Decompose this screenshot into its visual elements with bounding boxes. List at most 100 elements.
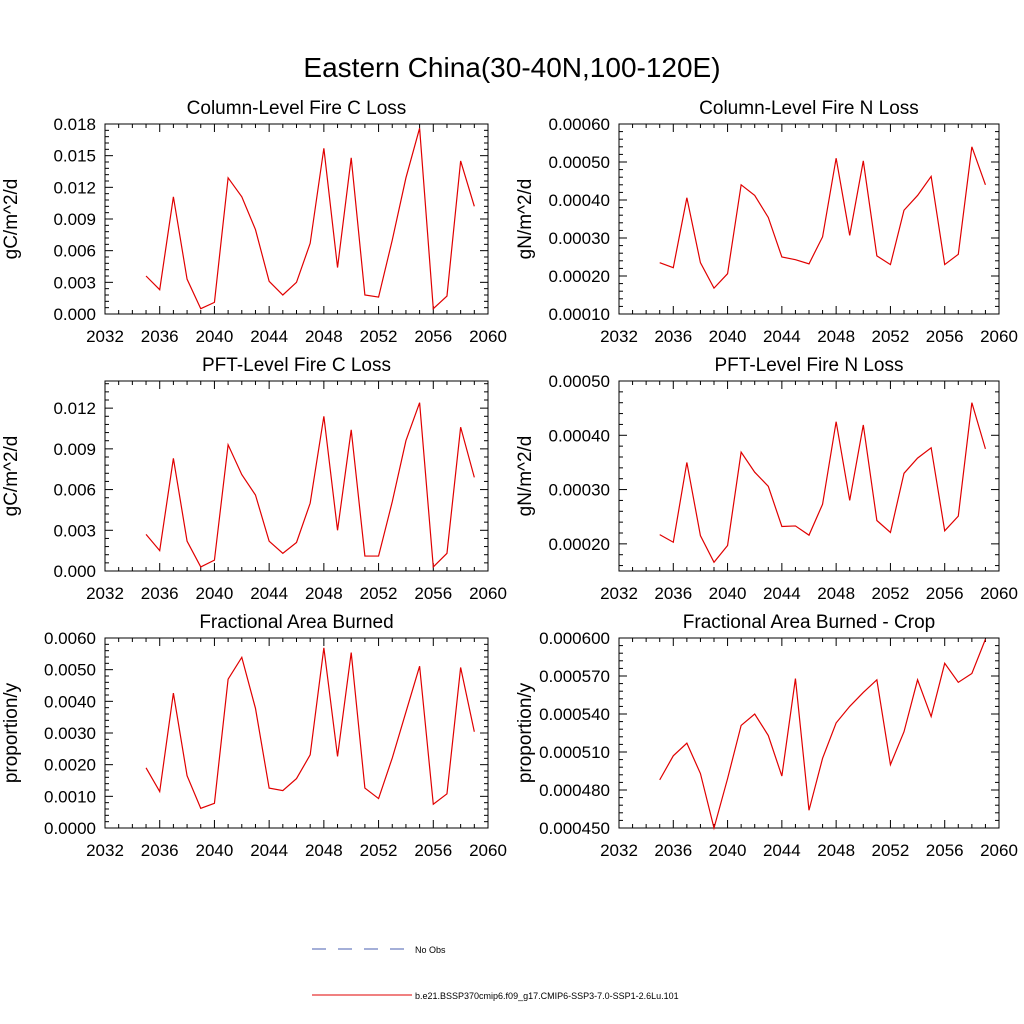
series-line — [659, 639, 986, 831]
y-axis-label: proportion/y — [1, 682, 22, 783]
y-tick-label: 0.009 — [53, 440, 96, 459]
y-tick-label: 0.00060 — [549, 115, 610, 134]
figure-title: Eastern China(30-40N,100-120E) — [303, 52, 720, 83]
y-tick-label: 0.018 — [53, 115, 96, 134]
x-tick-label: 2048 — [305, 584, 343, 603]
y-axis-label: proportion/y — [515, 682, 536, 783]
y-tick-label: 0.009 — [53, 210, 96, 229]
panel-3: PFT-Level Fire C Loss gC/m^2/d 2032 2036 204… — [1, 355, 507, 603]
x-tick-label: 2060 — [469, 584, 507, 603]
x-tick-label: 2060 — [469, 327, 507, 346]
y-tick-label: 0.006 — [53, 242, 96, 261]
x-tick-label: 2036 — [654, 841, 692, 860]
y-tick-label: 0.0010 — [44, 787, 96, 806]
plot-frame — [618, 637, 1000, 829]
legend-label: b.e21.BSSP370cmip6.f09_g17.CMIP6-SSP3-7.… — [415, 991, 679, 1001]
y-tick-label: 0.0000 — [44, 819, 96, 838]
x-tick-label: 2032 — [600, 584, 638, 603]
x-tick-label: 2044 — [763, 327, 801, 346]
x-tick-label: 2040 — [196, 584, 234, 603]
plot-frame — [618, 380, 1000, 572]
series-line — [659, 402, 987, 564]
y-tick-label: 0.0060 — [44, 629, 96, 648]
y-tick-label: 0.00020 — [549, 267, 610, 286]
series-line — [145, 402, 475, 569]
plot-frame — [104, 123, 489, 315]
x-tick-label: 2040 — [196, 841, 234, 860]
y-tick-label: 0.000510 — [539, 743, 610, 762]
panel-grid: Column-Level Fire C Loss gC/m^2/d 2032 2036… — [1, 98, 1018, 860]
x-tick-label: 2052 — [360, 584, 398, 603]
x-tick-label: 2056 — [926, 584, 964, 603]
x-tick-label: 2036 — [654, 327, 692, 346]
x-tick-label: 2052 — [872, 327, 910, 346]
y-tick-label: 0.000600 — [539, 629, 610, 648]
y-tick-label: 0.00050 — [549, 372, 610, 391]
y-tick-label: 0.00040 — [549, 191, 610, 210]
y-tick-label: 0.006 — [53, 481, 96, 500]
x-tick-label: 2056 — [414, 841, 452, 860]
x-tick-label: 2032 — [600, 327, 638, 346]
legend: No Obs b.e21.BSSP370cmip6.f09_g17.CMIP6-S… — [312, 945, 679, 1001]
x-tick-label: 2044 — [250, 841, 288, 860]
panel-2: Column-Level Fire N Loss gN/m^2/d 2032 2036… — [515, 98, 1018, 346]
panel-title: PFT-Level Fire N Loss — [715, 355, 904, 376]
y-tick-label: 0.015 — [53, 147, 96, 166]
x-tick-label: 2052 — [360, 327, 398, 346]
panel-title: PFT-Level Fire C Loss — [202, 355, 391, 376]
y-axis-label: gN/m^2/d — [515, 179, 536, 260]
y-tick-label: 0.000570 — [539, 667, 610, 686]
x-tick-label: 2060 — [980, 584, 1018, 603]
y-tick-label: 0.00020 — [549, 535, 610, 554]
x-tick-label: 2036 — [141, 584, 179, 603]
x-tick-label: 2060 — [469, 841, 507, 860]
x-tick-label: 2052 — [872, 841, 910, 860]
panel-title: Column-Level Fire C Loss — [187, 98, 407, 119]
y-tick-label: 0.0040 — [44, 692, 96, 711]
x-tick-label: 2036 — [141, 327, 179, 346]
x-tick-label: 2048 — [817, 327, 855, 346]
y-tick-label: 0.00050 — [549, 153, 610, 172]
y-tick-label: 0.000 — [53, 562, 96, 581]
x-tick-label: 2044 — [763, 584, 801, 603]
y-tick-label: 0.012 — [53, 178, 96, 197]
x-tick-label: 2048 — [817, 584, 855, 603]
x-tick-label: 2044 — [250, 584, 288, 603]
y-tick-label: 0.000 — [53, 305, 96, 324]
legend-label: No Obs — [415, 945, 446, 955]
x-tick-label: 2048 — [817, 841, 855, 860]
panel-title: Fractional Area Burned — [199, 612, 393, 633]
x-tick-label: 2052 — [360, 841, 398, 860]
y-axis-label: gC/m^2/d — [1, 436, 22, 517]
plot-frame — [104, 637, 489, 829]
x-tick-label: 2040 — [709, 841, 747, 860]
x-tick-label: 2056 — [414, 584, 452, 603]
x-tick-label: 2044 — [250, 327, 288, 346]
x-tick-label: 2040 — [709, 584, 747, 603]
y-tick-label: 0.00030 — [549, 481, 610, 500]
x-tick-label: 2032 — [86, 327, 124, 346]
y-tick-label: 0.0030 — [44, 724, 96, 743]
panel-5: Fractional Area Burned proportion/y 2032 20… — [1, 612, 507, 860]
plot-frame — [618, 123, 1000, 315]
x-tick-label: 2040 — [196, 327, 234, 346]
y-axis-label: gN/m^2/d — [515, 436, 536, 517]
x-tick-label: 2036 — [654, 584, 692, 603]
y-axis-label: gC/m^2/d — [1, 179, 22, 260]
series-line — [659, 146, 986, 290]
x-tick-label: 2036 — [141, 841, 179, 860]
x-tick-label: 2040 — [709, 327, 747, 346]
panel-1: Column-Level Fire C Loss gC/m^2/d 2032 2036… — [1, 98, 507, 346]
x-tick-label: 2044 — [763, 841, 801, 860]
panel-6: Fractional Area Burned - Crop proportion/… — [515, 612, 1018, 860]
panel-title: Column-Level Fire N Loss — [699, 98, 919, 119]
x-tick-label: 2032 — [86, 584, 124, 603]
x-tick-label: 2048 — [305, 327, 343, 346]
y-tick-label: 0.000450 — [539, 819, 610, 838]
panel-title: Fractional Area Burned - Crop — [683, 612, 935, 633]
y-tick-label: 0.000480 — [539, 781, 610, 800]
x-tick-label: 2032 — [600, 841, 638, 860]
x-tick-label: 2056 — [926, 327, 964, 346]
y-tick-label: 0.00030 — [549, 229, 610, 248]
